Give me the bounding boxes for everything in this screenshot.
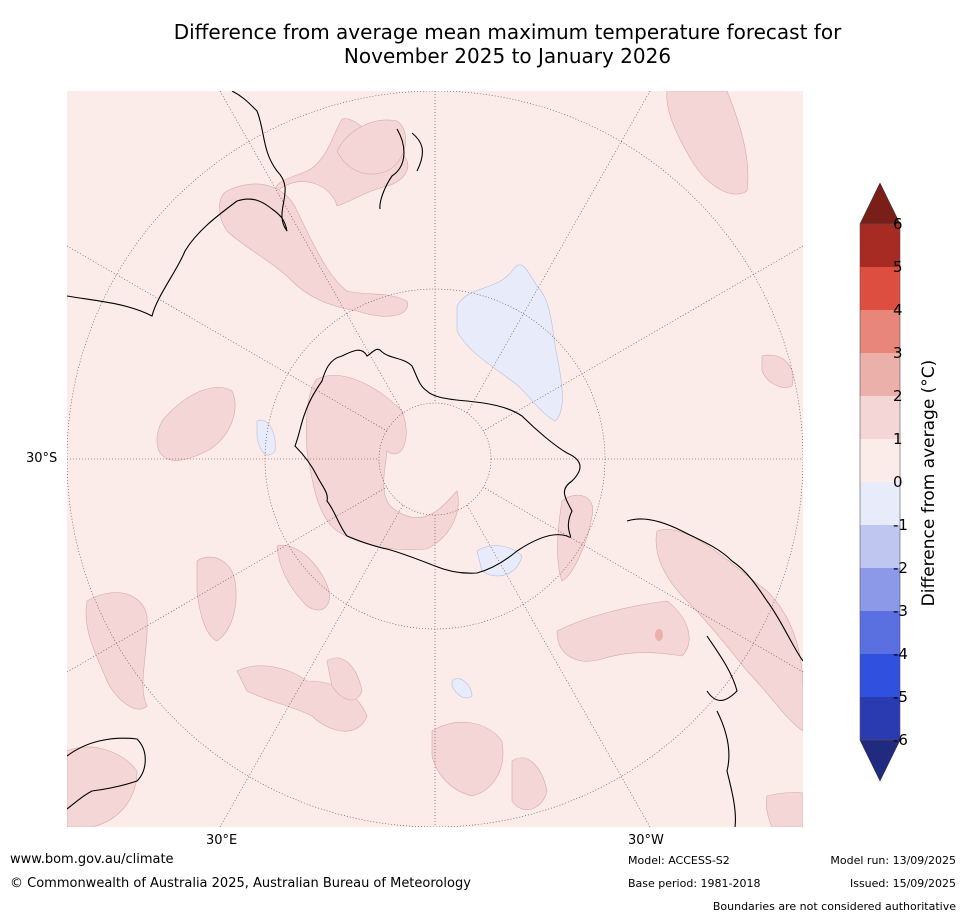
warm-region-africa-south	[85, 592, 148, 710]
colorbar-tick: 2	[893, 387, 903, 405]
colorbar-tick: 1	[893, 430, 903, 448]
cool-region-weddell	[476, 545, 523, 577]
colorbar	[859, 183, 901, 782]
colorbar-tick: 3	[893, 344, 903, 362]
lon-label-30e: 30°E	[206, 833, 238, 848]
lat-label-30s: 30°S	[26, 451, 58, 466]
warm-region-indian-ocean-4	[236, 665, 368, 732]
colorbar-tick: 4	[893, 301, 903, 319]
warm-region-south-atlantic-1	[431, 721, 504, 797]
cool-region-ross-sea	[456, 264, 563, 422]
colorbar-bin-2-3	[860, 353, 900, 396]
colorbar-ticks: 6 5 4 3 2 1 0 -1 -2 -3 -4 -5 -6	[893, 0, 933, 919]
colorbar-tick: -4	[893, 645, 908, 663]
colorbar-tick: 5	[893, 258, 903, 276]
footer-disclaimer: Boundaries are not considered authoritat…	[712, 900, 956, 913]
warm-region-indian-ocean-3	[276, 545, 330, 611]
colorbar-tick: 6	[893, 215, 903, 233]
continent-coastlines	[67, 91, 803, 827]
colorbar-tick: -2	[893, 559, 908, 577]
footer-copyright: © Commonwealth of Australia 2025, Austra…	[10, 876, 471, 891]
colorbar-bin-m1-0	[860, 482, 900, 525]
colorbar-tick: -1	[893, 516, 908, 534]
warm-region-south-america	[655, 529, 803, 732]
warm-region-antarctica	[306, 375, 459, 550]
map-panel	[67, 91, 803, 827]
warm-region-south-atlantic-3	[556, 600, 690, 662]
colorbar-tick: -6	[893, 731, 908, 749]
lon-label-30w: 30°W	[628, 833, 664, 848]
colorbar-tick: -3	[893, 602, 908, 620]
footer-model: Model: ACCESS-S2	[628, 854, 730, 867]
antarctica-coastline	[294, 348, 581, 574]
colorbar-label: Difference from average (°C)	[919, 359, 939, 607]
warm-region-indian-ocean-2	[196, 556, 237, 642]
colorbar-bin-m3-m2	[860, 568, 900, 611]
south-america-coastline	[626, 518, 803, 827]
africa-coastline	[67, 737, 146, 810]
title-line-1: Difference from average mean maximum tem…	[173, 20, 842, 44]
colorbar-bin-3-4	[860, 310, 900, 353]
footer-website[interactable]: www.bom.gov.au/climate	[10, 852, 174, 867]
warm-region-2-3	[655, 629, 663, 641]
title-line-2: November 2025 to January 2026	[343, 44, 672, 68]
footer-base-period: Base period: 1981-2018	[628, 877, 761, 890]
warm-region-australia-south	[219, 183, 408, 317]
warm-region-indian-ocean-5	[326, 657, 363, 701]
warm-region-south-africa-tip	[67, 746, 138, 827]
colorbar-tick: -5	[893, 688, 908, 706]
colorbar-bin-m2-m1	[860, 525, 900, 568]
warm-region-newzealand	[336, 119, 406, 175]
warm-anomaly-regions	[67, 91, 803, 827]
warm-region-indian-ocean-1	[156, 387, 236, 461]
colorbar-bin-1-2	[860, 396, 900, 439]
warm-region-pacific-east	[761, 354, 794, 388]
colorbar-bin-4-5	[860, 267, 900, 310]
colorbar-bin-m6-m5	[860, 697, 900, 740]
warm-region-pacific-north	[666, 91, 749, 195]
graticule	[67, 91, 803, 827]
australia-coastline	[67, 91, 288, 317]
colorbar-bin-5-6	[860, 224, 900, 267]
warm-region-southeast-pacific	[765, 792, 803, 827]
footer-model-run: Model run: 13/09/2025	[830, 854, 956, 867]
colorbar-bin-m5-m4	[860, 654, 900, 697]
cool-region-south-atlantic	[451, 678, 473, 699]
chart-title: Difference from average mean maximum tem…	[0, 20, 965, 68]
colorbar-tick: 0	[893, 473, 903, 491]
colorbar-bin-m4-m3	[860, 611, 900, 654]
warm-region-south-atlantic-2	[511, 757, 548, 810]
footer-issued: Issued: 15/09/2025	[849, 877, 956, 890]
colorbar-bin-0-1	[860, 439, 900, 482]
newzealand-coastline	[379, 128, 423, 210]
warm-region-drake	[557, 494, 594, 582]
